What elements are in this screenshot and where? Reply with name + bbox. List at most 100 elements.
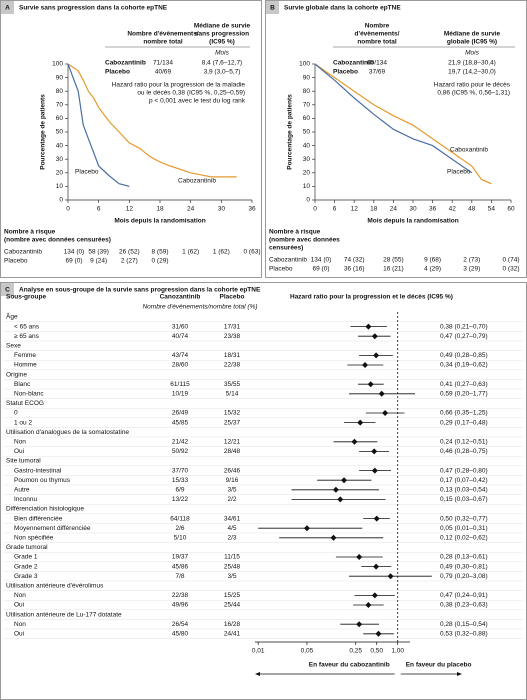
hazard-ratio-label: 0,24 (0,12–0,51) xyxy=(440,439,488,446)
annotation: Hazard ratio pour le décès xyxy=(434,82,511,89)
count-cabozantinib: 40/74 xyxy=(172,333,189,340)
risk-cell: 1 (62) xyxy=(213,249,230,256)
y-tick-label: 80 xyxy=(303,88,311,95)
risk-cell: 0 (32) xyxy=(503,266,520,273)
risk-row-name: Cabozantinib xyxy=(269,257,307,264)
risk-cell: 134 (0) xyxy=(311,257,332,264)
annotation: p < 0,001 avec le test du log rank xyxy=(149,98,246,105)
header: Placebo xyxy=(220,294,245,301)
hazard-ratio-label: 0,47 (0,28–0,80) xyxy=(440,467,488,474)
survival-curve xyxy=(67,63,130,187)
group-label: Grade tumoral xyxy=(6,544,48,551)
panel-title: Survie sans progression dans la cohorte … xyxy=(19,5,168,12)
count-cabozantinib: 43/74 xyxy=(172,352,189,359)
subgroup-label: 1 ou 2 xyxy=(14,419,32,426)
count-placebo: 2/2 xyxy=(227,496,236,503)
x-tick-label: 48 xyxy=(468,206,476,213)
count-cabozantinib: 22/38 xyxy=(172,592,189,599)
count-placebo: 26/46 xyxy=(224,467,241,474)
x-axis-label: Mois depuis la randomisation xyxy=(114,218,205,225)
curve-label: Placebo xyxy=(447,169,471,176)
count-placebo: 35/55 xyxy=(224,381,241,388)
panel-letter-box xyxy=(266,1,279,14)
count-placebo: 17/31 xyxy=(224,323,241,330)
table-events: 71/134 xyxy=(153,60,173,67)
curve-label: Caboxantinib xyxy=(450,147,488,154)
subgroup-label: Non xyxy=(14,621,26,628)
x-tick-label: 42 xyxy=(449,206,457,213)
hazard-ratio-point xyxy=(373,515,380,522)
count-placebo: 9/16 xyxy=(226,477,239,484)
arrow-head xyxy=(255,672,260,676)
table-header: sans progression xyxy=(195,31,249,38)
table-header: d'évènements/ xyxy=(355,31,400,38)
count-cabozantinib: 37/70 xyxy=(172,467,189,474)
risk-cell: 8 (59) xyxy=(152,249,169,256)
x-tick-label: 0 xyxy=(66,206,70,213)
table-events: 37/69 xyxy=(369,69,386,76)
y-tick-label: 90 xyxy=(303,74,311,81)
table-median: 3,9 (3,0–5,7) xyxy=(204,69,241,76)
annotation: Hazard ratio pour la progression de la m… xyxy=(112,82,246,89)
hazard-ratio-label: 0,12 (0,02–0,62) xyxy=(440,535,488,542)
count-cabozantinib: 10/19 xyxy=(172,391,189,398)
hazard-ratio-point xyxy=(387,573,394,580)
header: Hazard ratio pour la progression et le d… xyxy=(290,294,453,301)
x-tick-label: 0,05 xyxy=(301,648,314,655)
hazard-ratio-point xyxy=(371,333,378,340)
hazard-ratio-point xyxy=(365,602,372,608)
header: Canozantinib xyxy=(160,294,201,301)
count-placebo: 2/3 xyxy=(227,535,236,542)
group-label: Utilisation d'analogues de la somatostat… xyxy=(6,429,129,436)
hazard-ratio-label: 0,38 (0,21–0,70) xyxy=(440,323,488,330)
x-tick-label: 12 xyxy=(126,206,134,213)
group-label: Site tumoral xyxy=(6,458,41,465)
count-placebo: 34/61 xyxy=(224,515,241,522)
risk-cell: 74 (32) xyxy=(344,257,365,264)
x-tick-label: 18 xyxy=(156,206,164,213)
table-header: Médiane de survie xyxy=(194,23,251,30)
panel xyxy=(0,282,527,700)
y-tick-label: 30 xyxy=(303,156,311,163)
x-tick-label: 24 xyxy=(390,206,398,213)
risk-cell: 26 (52) xyxy=(119,249,140,256)
hazard-ratio-point xyxy=(371,592,378,599)
count-placebo: 25/37 xyxy=(224,419,241,426)
subgroup-label: Non-blanc xyxy=(14,391,44,398)
x-tick-label: 0,01 xyxy=(252,648,265,655)
table-header: globale (IC95 %) xyxy=(447,39,497,46)
x-tick-label: 0,50 xyxy=(370,648,383,655)
count-cabozantinib: 2/6 xyxy=(175,525,184,532)
panel-letter: C xyxy=(5,287,10,294)
table-unit: Mois xyxy=(215,50,229,57)
count-cabozantinib: 49/96 xyxy=(172,602,189,609)
hazard-ratio-label: 0,49 (0,30–0,81) xyxy=(440,563,488,570)
header: Sous-groupe xyxy=(6,294,46,301)
table-header: Médiane de survie xyxy=(444,31,501,38)
count-placebo: 25/48 xyxy=(224,563,241,570)
count-cabozantinib: 45/86 xyxy=(172,563,189,570)
annotation: 0,86 (IC95 %, 0,56–1,31) xyxy=(437,90,510,97)
hazard-ratio-label: 0,47 (0,24–0,91) xyxy=(440,592,488,599)
hazard-ratio-point xyxy=(356,621,363,628)
panel-title: Analyse en sous-groupe de la survie sans… xyxy=(19,287,261,294)
risk-title: Nombre à risque xyxy=(4,229,56,236)
count-placebo: 5/14 xyxy=(226,391,239,398)
hazard-ratio-point xyxy=(382,410,389,416)
hazard-ratio-label: 0,41 (0,27–0,63) xyxy=(440,381,488,388)
table-header: nombre total xyxy=(143,39,183,46)
hazard-ratio-label: 0,15 (0,03–0,67) xyxy=(440,496,488,503)
x-tick-label: 1,00 xyxy=(391,648,404,655)
y-tick-label: 50 xyxy=(56,129,64,136)
hazard-ratio-point xyxy=(367,381,374,388)
risk-cell: 2 (27) xyxy=(121,258,138,265)
x-tick-label: 0,25 xyxy=(349,648,362,655)
risk-row-name: Placebo xyxy=(269,266,293,273)
y-axis-label: Pourcentage de patients xyxy=(287,94,294,170)
x-tick-label: 18 xyxy=(370,206,378,213)
count-placebo: 23/38 xyxy=(224,333,241,340)
count-placebo: 12/21 xyxy=(224,439,241,446)
hazard-ratio-point xyxy=(356,554,363,560)
hazard-ratio-label: 0,38 (0,23–0,63) xyxy=(440,602,488,609)
